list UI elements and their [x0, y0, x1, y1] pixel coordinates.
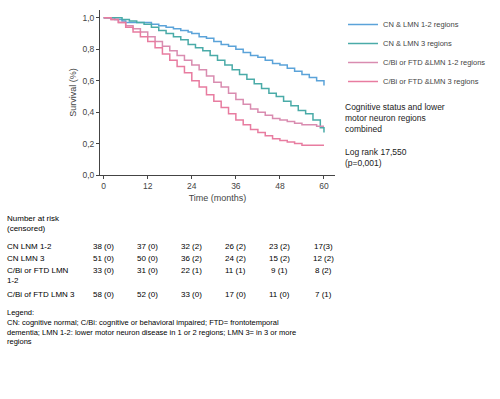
svg-text:12: 12 — [143, 181, 153, 191]
svg-text:24: 24 — [187, 181, 197, 191]
svg-text:CN LMN 3: CN LMN 3 — [7, 254, 45, 263]
svg-text:Time (months): Time (months) — [189, 193, 247, 203]
svg-text:17(3): 17(3) — [314, 242, 333, 251]
svg-text:0: 0 — [101, 181, 106, 191]
svg-text:24 (2): 24 (2) — [225, 254, 246, 263]
svg-text:11 (1): 11 (1) — [225, 266, 246, 275]
svg-text:48: 48 — [275, 181, 285, 191]
svg-text:33 (0): 33 (0) — [181, 290, 202, 299]
svg-text:CN & LMN 1-2 regions: CN & LMN 1-2 regions — [383, 20, 459, 29]
svg-text:60: 60 — [319, 181, 329, 191]
svg-text:Cognitive status and lowermoto: Cognitive status and lowermotor neuron r… — [345, 102, 445, 134]
svg-text:17 (0): 17 (0) — [225, 290, 246, 299]
svg-text:37 (0): 37 (0) — [137, 242, 158, 251]
svg-text:0,8: 0,8 — [82, 44, 94, 54]
svg-text:Log rank 17,550(p=0,001): Log rank 17,550(p=0,001) — [345, 147, 407, 168]
svg-text:C/Bi or FTD &LMN 1-2 regions: C/Bi or FTD &LMN 1-2 regions — [383, 58, 485, 67]
svg-text:36: 36 — [231, 181, 241, 191]
svg-text:9 (1): 9 (1) — [271, 266, 288, 275]
svg-text:23 (2): 23 (2) — [269, 242, 290, 251]
svg-text:38 (0): 38 (0) — [93, 242, 114, 251]
svg-text:58 (0): 58 (0) — [93, 290, 114, 299]
svg-text:Number at risk(censored): Number at risk(censored) — [7, 214, 60, 233]
svg-text:12 (2): 12 (2) — [313, 254, 334, 263]
svg-text:C/Bi of FTD LMN 3: C/Bi of FTD LMN 3 — [7, 290, 75, 299]
svg-text:33 (0): 33 (0) — [93, 266, 114, 275]
svg-text:11 (0): 11 (0) — [269, 290, 290, 299]
svg-text:26 (2): 26 (2) — [225, 242, 246, 251]
svg-text:50 (0): 50 (0) — [137, 254, 158, 263]
svg-text:C/Bi or FTD &LMN 3 regions: C/Bi or FTD &LMN 3 regions — [383, 77, 479, 86]
svg-text:1,0: 1,0 — [82, 13, 94, 23]
svg-text:8 (2): 8 (2) — [315, 266, 332, 275]
svg-text:32 (2): 32 (2) — [181, 242, 202, 251]
svg-text:Legend:CN: cognitive normal; C: Legend:CN: cognitive normal; C/Bi: cogni… — [7, 308, 296, 346]
svg-text:0,6: 0,6 — [82, 76, 94, 86]
svg-text:Survival (%): Survival (%) — [68, 68, 78, 117]
svg-text:0,4: 0,4 — [82, 107, 94, 117]
svg-text:31 (0): 31 (0) — [137, 266, 158, 275]
svg-text:0,0: 0,0 — [82, 170, 94, 180]
svg-text:0,2: 0,2 — [82, 139, 94, 149]
svg-text:36 (2): 36 (2) — [181, 254, 202, 263]
svg-text:52 (0): 52 (0) — [137, 290, 158, 299]
svg-text:7 (1): 7 (1) — [315, 290, 332, 299]
svg-text:22 (1): 22 (1) — [181, 266, 202, 275]
svg-text:15 (2): 15 (2) — [269, 254, 290, 263]
svg-text:51 (0): 51 (0) — [93, 254, 114, 263]
svg-text:C/Bi or FTD LMN1-2: C/Bi or FTD LMN1-2 — [7, 266, 69, 285]
svg-text:CN LNM 1-2: CN LNM 1-2 — [7, 242, 52, 251]
svg-text:CN & LMN 3 regions: CN & LMN 3 regions — [383, 39, 452, 48]
